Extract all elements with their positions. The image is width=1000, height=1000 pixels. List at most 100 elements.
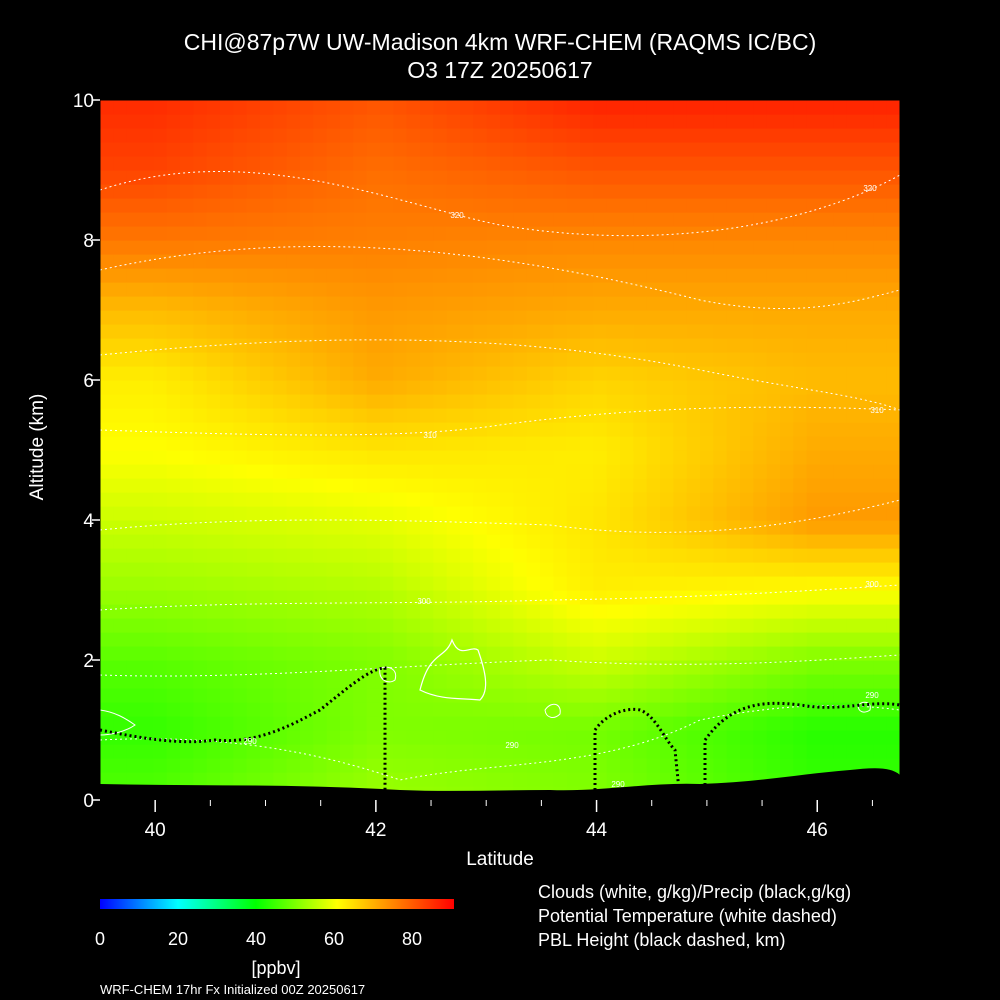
ozone-cell — [566, 128, 581, 143]
ozone-cell — [593, 646, 608, 661]
ozone-cell — [820, 310, 834, 325]
ozone-cell — [100, 338, 114, 353]
ozone-cell — [433, 744, 448, 759]
ozone-cell — [540, 240, 554, 255]
ozone-cell — [740, 506, 754, 521]
ozone-cell — [873, 674, 888, 689]
ozone-cell — [780, 296, 794, 311]
ozone-cell — [313, 408, 328, 423]
ozone-cell — [180, 212, 194, 227]
ozone-cell — [860, 632, 874, 647]
ozone-cell — [166, 534, 181, 549]
ozone-cell — [620, 100, 634, 115]
ozone-cell — [140, 226, 154, 241]
ozone-cell — [326, 408, 341, 423]
ozone-cell — [206, 520, 221, 535]
ozone-cell — [620, 128, 634, 143]
ozone-cell — [553, 772, 568, 787]
ozone-cell — [620, 338, 634, 353]
ozone-cell — [473, 408, 488, 423]
ozone-cell — [633, 772, 648, 787]
ozone-cell — [313, 156, 328, 171]
ozone-cell — [766, 562, 781, 577]
ozone-cell — [420, 184, 434, 199]
ozone-cell — [673, 408, 688, 423]
ozone-cell — [100, 366, 114, 381]
ozone-cell — [406, 282, 421, 297]
ozone-cell — [686, 730, 701, 745]
ozone-cell — [180, 576, 194, 591]
ozone-cell — [673, 730, 688, 745]
ozone-cell — [366, 324, 381, 339]
ozone-cell — [166, 156, 181, 171]
ozone-cell — [220, 338, 234, 353]
ozone-cell — [353, 450, 368, 465]
ozone-cell — [420, 772, 434, 787]
ozone-cell — [100, 170, 114, 185]
ozone-cell — [300, 282, 314, 297]
ozone-cell — [126, 688, 141, 703]
ozone-cell — [726, 128, 741, 143]
ozone-cell — [326, 338, 341, 353]
ozone-cell — [420, 282, 434, 297]
ozone-cell — [580, 268, 594, 283]
ozone-cell — [220, 604, 234, 619]
ozone-cell — [686, 338, 701, 353]
ozone-cell — [166, 212, 181, 227]
ozone-cell — [246, 212, 261, 227]
ozone-cell — [686, 170, 701, 185]
ozone-cell — [606, 632, 621, 647]
ozone-cell — [353, 576, 368, 591]
ozone-cell — [366, 226, 381, 241]
ozone-cell — [313, 338, 328, 353]
ozone-cell — [446, 464, 461, 479]
ozone-cell — [260, 772, 274, 787]
ozone-cell — [873, 744, 888, 759]
ozone-cell — [526, 268, 541, 283]
ozone-cell — [806, 198, 821, 213]
ozone-cell — [286, 534, 301, 549]
ozone-cell — [580, 716, 594, 731]
ozone-cell — [660, 702, 674, 717]
ozone-cell — [540, 170, 554, 185]
ozone-cell — [806, 422, 821, 437]
ozone-cell — [806, 296, 821, 311]
ozone-cell — [433, 632, 448, 647]
ozone-cell — [806, 142, 821, 157]
ozone-cell — [393, 282, 408, 297]
ozone-cell — [526, 548, 541, 563]
ozone-cell — [620, 114, 634, 129]
ozone-cell — [540, 100, 554, 115]
ozone-cell — [300, 268, 314, 283]
ozone-cell — [166, 380, 181, 395]
ozone-cell — [873, 100, 888, 115]
ozone-cell — [740, 688, 754, 703]
ozone-cell — [420, 366, 434, 381]
ozone-cell — [753, 380, 768, 395]
ozone-cell — [180, 716, 194, 731]
ozone-cell — [100, 184, 114, 199]
ozone-cell — [833, 352, 848, 367]
ozone-cell — [526, 296, 541, 311]
ozone-cell — [260, 618, 274, 633]
ozone-cell — [646, 324, 661, 339]
ozone-cell — [820, 660, 834, 675]
ozone-cell — [140, 338, 154, 353]
ozone-cell — [526, 520, 541, 535]
ozone-cell — [860, 534, 874, 549]
ozone-cell — [500, 240, 514, 255]
ozone-cell — [393, 604, 408, 619]
ozone-cell — [766, 716, 781, 731]
ozone-cell — [766, 198, 781, 213]
ozone-cell — [473, 758, 488, 773]
ozone-cell — [353, 632, 368, 647]
ozone-cell — [820, 156, 834, 171]
ozone-cell — [140, 408, 154, 423]
ozone-cell — [686, 464, 701, 479]
ozone-cell — [193, 296, 208, 311]
ozone-cell — [260, 674, 274, 689]
ozone-cell — [593, 660, 608, 675]
ozone-cell — [126, 534, 141, 549]
ozone-cell — [166, 464, 181, 479]
ozone-cell — [753, 394, 768, 409]
